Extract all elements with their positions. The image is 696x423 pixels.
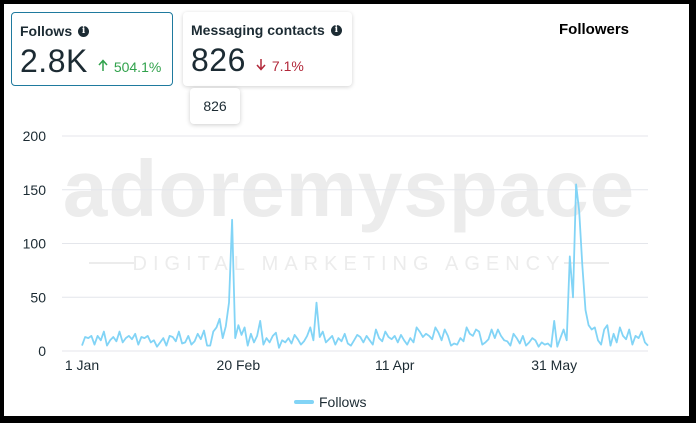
chart-title: Followers (559, 21, 630, 38)
info-icon[interactable]: i (330, 24, 342, 36)
messaging-value: 826 (191, 42, 246, 78)
follows-value: 2.8K (20, 43, 88, 79)
y-axis: 0 50 100 150 200 (23, 128, 47, 359)
arrow-up-icon (98, 59, 108, 75)
x-tick-label: 1 Jan (65, 357, 99, 373)
x-tick-label: 20 Feb (217, 357, 261, 373)
info-icon[interactable]: i (78, 25, 90, 37)
watermark-brand: adoremyspace (63, 144, 635, 233)
arrow-down-icon (256, 58, 266, 74)
messaging-contacts-metric-card[interactable]: Messaging contacts i 826 7.1% (183, 12, 352, 86)
chart-grid (62, 135, 648, 352)
x-axis: 1 Jan 20 Feb 11 Apr 31 May (65, 357, 577, 373)
follows-delta: 504.1% (98, 59, 161, 75)
insights-panel: Follows i 2.8K 504.1% Messaging contacts… (4, 4, 689, 416)
y-tick-label: 0 (38, 343, 46, 359)
messaging-delta-value: 7.1% (271, 58, 304, 74)
y-tick-label: 50 (30, 289, 46, 305)
watermark: adoremyspace DIGITAL MARKETING AGENCY (63, 144, 635, 275)
series-line-follows[interactable] (81, 183, 649, 349)
follows-card-header: Follows i (20, 23, 164, 39)
follows-card-label: Follows (20, 23, 73, 39)
chart-legend[interactable]: Follows (294, 394, 366, 410)
y-tick-label: 200 (23, 128, 47, 144)
value-tooltip: 826 (190, 88, 240, 124)
messaging-value-row: 826 7.1% (191, 42, 344, 79)
watermark-tagline: DIGITAL MARKETING AGENCY (133, 253, 566, 275)
legend-label-follows: Follows (319, 394, 366, 410)
y-tick-label: 100 (23, 236, 47, 252)
series-layer (81, 183, 649, 349)
messaging-delta: 7.1% (256, 58, 304, 74)
x-tick-label: 31 May (531, 357, 577, 373)
messaging-card-header: Messaging contacts i (191, 22, 344, 38)
follows-value-row: 2.8K 504.1% (20, 43, 164, 80)
follows-metric-card[interactable]: Follows i 2.8K 504.1% (11, 12, 173, 86)
x-tick-label: 11 Apr (375, 357, 415, 373)
y-tick-label: 150 (23, 182, 47, 198)
messaging-card-label: Messaging contacts (191, 22, 325, 38)
follows-delta-value: 504.1% (113, 59, 162, 75)
